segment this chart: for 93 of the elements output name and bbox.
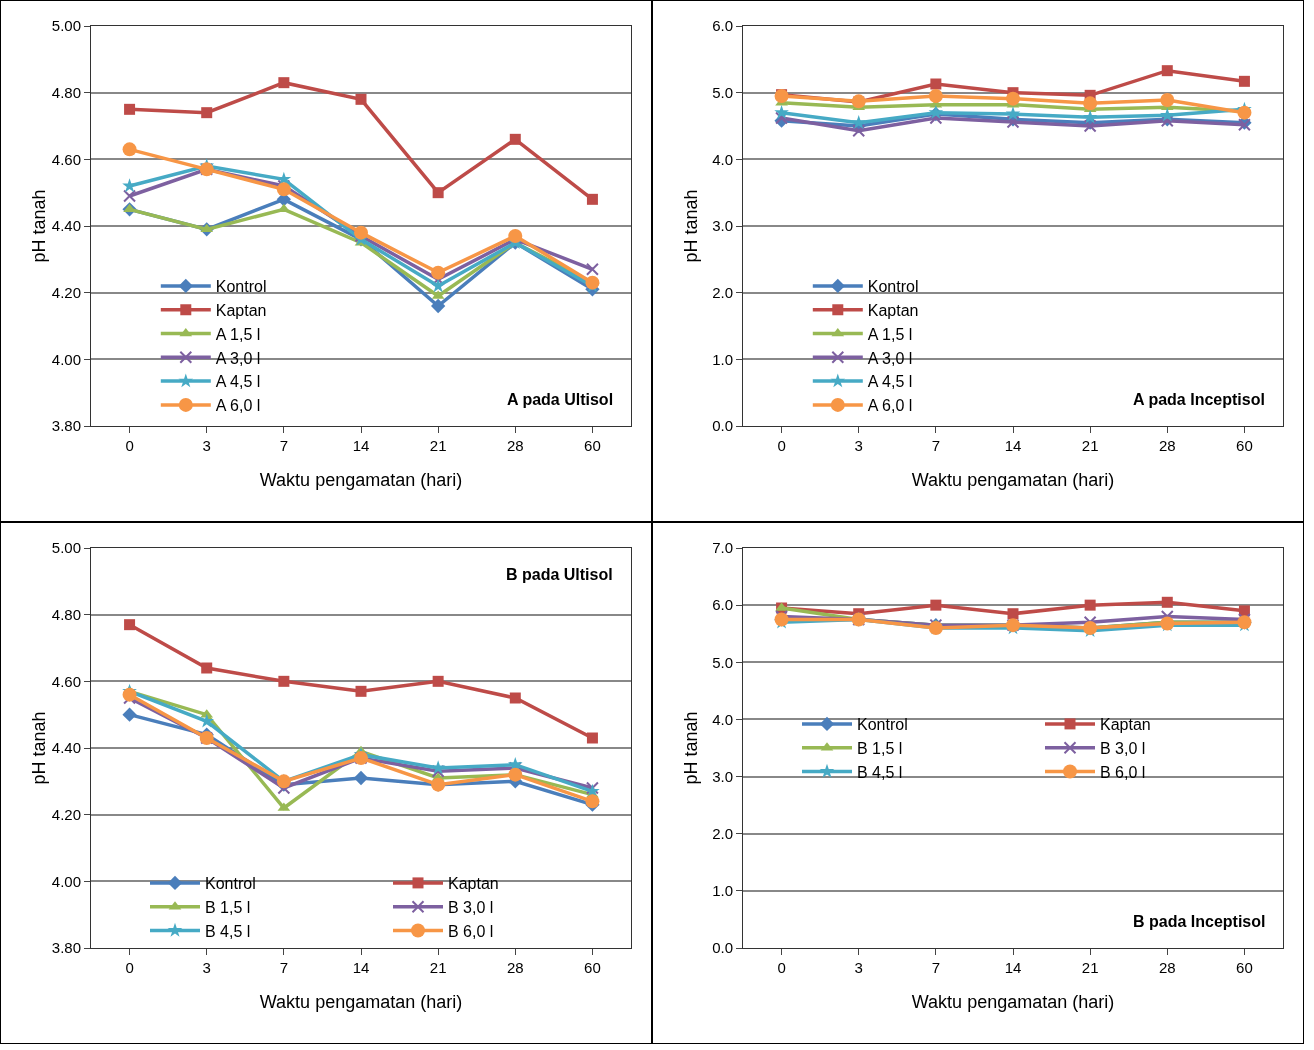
y-tick-label: 2.0 [712, 283, 733, 301]
y-tick-label: 4.0 [712, 710, 733, 728]
annotation: A pada Inceptisol [1133, 391, 1265, 408]
y-tick-label: 3.80 [51, 939, 81, 957]
y-tick-label: 5.0 [712, 653, 733, 671]
x-tick-label: 7 [931, 959, 941, 976]
x-tick-label: 28 [1158, 959, 1176, 976]
annotation: B pada Inceptisol [1133, 913, 1266, 930]
x-tick-label: 21 [429, 959, 447, 976]
x-tick-label: 7 [279, 959, 289, 976]
x-tick-label: 3 [202, 959, 211, 976]
legend-label: B 6,0 l [448, 922, 494, 940]
y-tick-label: 7.0 [712, 539, 733, 557]
y-tick-label: 5.00 [51, 539, 81, 557]
y-tick-label: 3.80 [51, 417, 81, 435]
annotation: A pada Ultisol [507, 391, 614, 408]
legend-label: A 1,5 l [867, 325, 913, 343]
legend-label: Kaptan [867, 301, 919, 319]
x-tick-label: 0 [777, 959, 786, 976]
y-tick-label: 4.80 [51, 605, 81, 623]
x-tick-label: 3 [854, 437, 863, 454]
y-tick-label: 4.0 [712, 150, 733, 168]
y-tick-label: 4.80 [51, 83, 81, 101]
y-tick-label: 1.0 [712, 882, 733, 900]
y-tick-label: 0.0 [712, 417, 733, 435]
y-tick-label: 4.00 [51, 350, 81, 368]
x-tick-label: 0 [125, 437, 134, 454]
x-tick-label: 28 [1158, 437, 1176, 454]
y-tick-label: 1.0 [712, 350, 733, 368]
x-axis-title: Waktu pengamatan (hari) [911, 470, 1115, 491]
x-tick-label: 14 [1004, 437, 1022, 454]
x-axis-title: Waktu pengamatan (hari) [911, 992, 1115, 1013]
legend-label: Kaptan [215, 301, 267, 319]
legend-label: A 3,0 l [867, 349, 913, 367]
legend-label: A 1,5 l [215, 325, 261, 343]
x-tick-label: 14 [352, 959, 370, 976]
x-tick-label: 7 [279, 437, 289, 454]
x-tick-label: 7 [931, 437, 941, 454]
y-tick-label: 4.00 [51, 872, 81, 890]
x-tick-label: 3 [854, 959, 863, 976]
y-tick-label: 6.0 [712, 596, 733, 614]
legend-label: Kaptan [448, 875, 499, 893]
x-tick-label: 60 [1236, 959, 1253, 976]
legend-label: Kontrol [205, 875, 256, 893]
x-tick-label: 60 [584, 437, 601, 454]
legend-label: B 6,0 l [1100, 763, 1146, 781]
legend-label: B 3,0 l [1100, 739, 1146, 757]
legend-label: A 6,0 l [215, 397, 261, 415]
legend-label: B 4,5 l [205, 922, 251, 940]
x-tick-label: 0 [777, 437, 786, 454]
x-tick-label: 21 [429, 437, 447, 454]
legend-label: Kontrol [857, 716, 908, 734]
legend-label: Kontrol [867, 278, 919, 296]
y-tick-label: 4.60 [51, 672, 81, 690]
x-tick-label: 3 [202, 437, 211, 454]
x-tick-label: 28 [506, 959, 524, 976]
annotation: B pada Ultisol [506, 566, 613, 583]
y-tick-label: 5.00 [51, 17, 81, 35]
y-axis-title: pH tanah [29, 711, 49, 785]
x-axis-title: Waktu pengamatan (hari) [259, 470, 463, 491]
y-tick-label: 5.0 [712, 83, 733, 101]
legend-label: A 4,5 l [867, 373, 913, 391]
y-axis-title: pH tanah [29, 189, 49, 263]
x-tick-label: 0 [125, 959, 134, 976]
legend-label: Kaptan [1100, 716, 1151, 734]
legend-label: A 6,0 l [867, 397, 913, 415]
y-tick-label: 6.0 [712, 17, 733, 35]
x-tick-label: 21 [1081, 959, 1099, 976]
y-tick-label: 4.60 [51, 150, 81, 168]
legend-label: A 4,5 l [215, 373, 261, 391]
x-tick-label: 60 [584, 959, 601, 976]
legend-label: B 1,5 l [205, 898, 251, 916]
y-tick-label: 2.0 [712, 824, 733, 842]
y-axis-title: pH tanah [681, 711, 701, 785]
y-tick-label: 4.20 [51, 283, 81, 301]
x-tick-label: 60 [1236, 437, 1253, 454]
y-tick-label: 3.0 [712, 217, 733, 235]
legend-label: B 4,5 l [857, 763, 903, 781]
y-tick-label: 3.0 [712, 767, 733, 785]
y-axis-title: pH tanah [681, 189, 701, 263]
legend-label: B 1,5 l [857, 739, 903, 757]
y-tick-label: 4.20 [51, 805, 81, 823]
x-axis-title: Waktu pengamatan (hari) [259, 992, 463, 1013]
x-tick-label: 21 [1081, 437, 1099, 454]
y-tick-label: 0.0 [712, 939, 733, 957]
x-tick-label: 14 [1004, 959, 1022, 976]
legend-label: Kontrol [215, 278, 267, 296]
legend-label: A 3,0 l [215, 349, 261, 367]
y-tick-label: 4.40 [51, 739, 81, 757]
x-tick-label: 14 [352, 437, 370, 454]
x-tick-label: 28 [506, 437, 524, 454]
y-tick-label: 4.40 [51, 217, 81, 235]
legend-label: B 3,0 l [448, 898, 494, 916]
